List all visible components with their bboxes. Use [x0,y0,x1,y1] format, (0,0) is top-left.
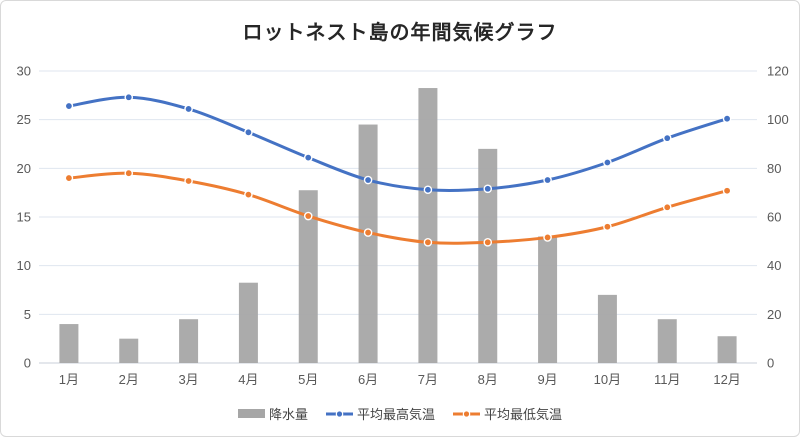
precipitation-bar [59,324,79,363]
y-axis-tick-right: 80 [767,161,781,176]
max-temp-marker [722,114,732,123]
x-axis-label: 12月 [713,372,740,387]
max-temp-marker [184,104,193,114]
x-axis-label: 9月 [537,372,557,387]
chart-title: ロットネスト島の年間気候グラフ [242,22,558,44]
precipitation-bar [298,190,318,363]
precipitation-bar [418,88,438,364]
y-axis-tick-left: 0 [24,356,31,371]
precipitation-bar [358,124,378,364]
legend-label-precipitation: 降水量 [268,407,308,422]
y-axis-tick-left: 30 [17,64,31,79]
y-axis-tick-right: 100 [767,112,789,127]
max-temp-marker [303,153,313,162]
legend: 降水量 平均最高気温 平均最低気温 [1,404,799,423]
x-axis-label: 3月 [178,372,198,387]
y-axis-tick-left: 10 [17,258,31,273]
x-axis-label: 8月 [478,372,498,387]
max-temp-marker [423,185,433,195]
y-axis-tick-right: 0 [767,356,774,371]
x-axis-label: 7月 [418,372,438,387]
max-temp-marker [363,175,373,185]
y-axis-tick-right: 40 [767,258,781,273]
legend-item-precipitation: 降水量 [237,404,308,423]
x-axis-label: 11月 [654,372,681,387]
precipitation-bar [179,319,199,363]
y-axis-tick-right: 60 [767,210,781,225]
min-temp-marker [184,176,193,186]
max-temp-marker [603,158,612,167]
max-temp-marker [124,92,134,102]
min-temp-marker [603,222,612,232]
legend-item-max-temp: 平均最高気温 [325,404,435,423]
x-axis-label: 6月 [358,372,378,387]
y-axis-tick-right: 20 [767,307,781,322]
min-temp-marker [423,238,433,247]
min-temp-marker [722,186,732,196]
precipitation-bar [538,236,558,363]
max-temp-marker [662,133,672,143]
min-temp-marker [662,202,672,212]
min-temp-marker [483,238,493,247]
min-temp-marker [64,173,74,183]
max-temp-marker [64,101,74,111]
precipitation-bar [597,294,617,363]
min-temp-marker [363,228,373,237]
x-axis-label: 10月 [594,372,621,387]
legend-item-min-temp: 平均最低気温 [453,404,562,423]
min-temp-line [67,171,729,245]
min-temp-marker [543,233,552,242]
y-axis-tick-left: 20 [17,161,31,176]
x-axis-label: 1月 [59,372,79,387]
max-temp-marker [244,128,253,137]
y-axis-tick-left: 25 [17,112,31,127]
precipitation-bar [717,336,737,363]
precipitation-bar [657,319,677,363]
y-axis-tick-left: 15 [17,210,31,225]
legend-label-min-temp: 平均最低気温 [484,407,563,422]
precipitation-bar [119,338,139,363]
precipitation-bar [238,282,258,363]
line-swatch-min-icon [453,409,480,418]
x-axis-label: 5月 [298,372,318,387]
min-temp-marker [244,190,253,199]
min-temp-marker [124,168,134,178]
bar-swatch-icon [237,409,265,418]
x-axis-label: 4月 [238,372,258,387]
y-axis-tick-right: 120 [767,64,789,79]
max-temp-marker [543,175,552,185]
line-swatch-max-icon [325,409,353,418]
x-axis-label: 2月 [119,372,139,387]
precipitation-bar [478,148,498,363]
min-temp-marker [303,211,313,221]
legend-label-max-temp: 平均最高気温 [356,407,435,422]
max-temp-marker [483,184,493,194]
y-axis-tick-left: 5 [24,307,31,322]
